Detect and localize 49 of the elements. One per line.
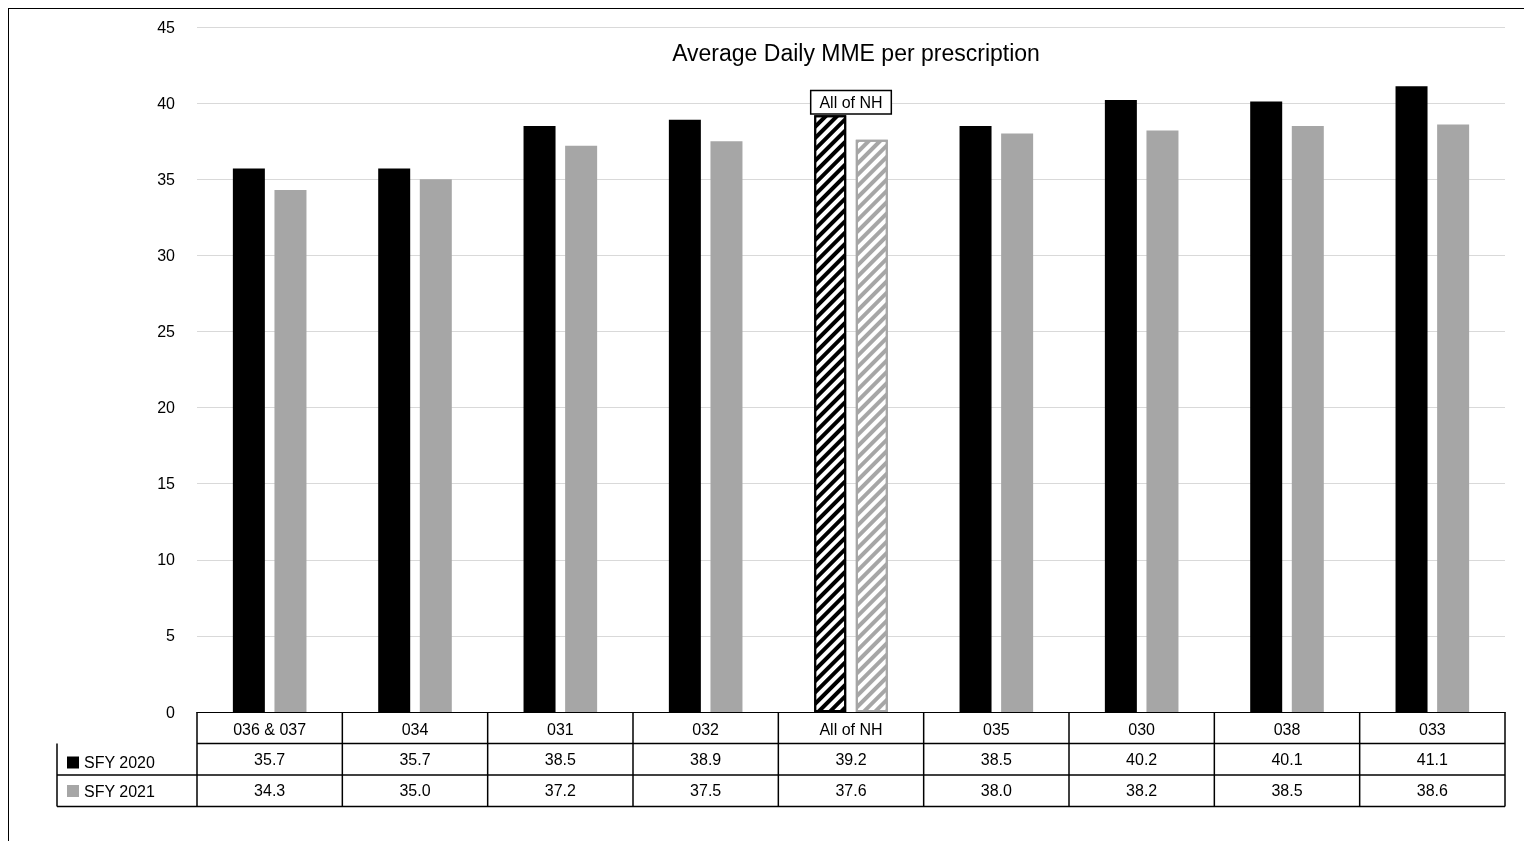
x-tick-label: 034 — [401, 720, 429, 738]
data-label: 38.5 — [1271, 782, 1303, 800]
y-tick-label: 35 — [157, 170, 176, 188]
x-tick-label: 036 & 037 — [233, 720, 307, 738]
bar — [1001, 133, 1034, 712]
data-label: 38.6 — [1416, 782, 1449, 800]
x-tick-label: 031 — [546, 720, 574, 738]
x-tick-label: 038 — [1273, 720, 1301, 738]
data-label: 37.2 — [544, 782, 577, 800]
data-label: 37.6 — [835, 782, 867, 800]
y-tick-label: 30 — [157, 246, 176, 264]
data-label: 34.3 — [254, 782, 286, 800]
legend-label: SFY 2021 — [84, 782, 155, 800]
annotation: All of NH — [819, 93, 883, 111]
data-label: 38.2 — [1126, 782, 1158, 800]
x-tick-label: 030 — [1128, 720, 1156, 738]
bar — [565, 145, 598, 712]
data-label: 39.2 — [835, 750, 867, 768]
bar — [419, 179, 452, 712]
text: Average Daily MME per prescription — [672, 39, 1040, 66]
x-tick-label: All of NH — [819, 720, 883, 738]
bar — [1291, 125, 1324, 712]
bar — [710, 141, 743, 712]
data-label: 41.1 — [1416, 750, 1449, 768]
y-tick-label: 10 — [157, 551, 176, 569]
data-label: 35.7 — [399, 750, 431, 768]
legend-label: SFY 2020 — [84, 754, 155, 771]
x-tick-label: 033 — [1418, 720, 1446, 738]
data-label: 37.5 — [690, 782, 722, 800]
y-tick-label: 20 — [157, 399, 176, 417]
data-label: 38.5 — [980, 750, 1013, 768]
y-tick-label: 40 — [157, 94, 176, 112]
y-tick-label: 25 — [157, 322, 176, 340]
y-tick-label: 15 — [157, 475, 176, 493]
bar — [1146, 130, 1179, 712]
y-tick-label: 0 — [166, 703, 176, 721]
data-label: 35.0 — [399, 782, 431, 800]
data-label: 40.2 — [1126, 750, 1158, 768]
x-tick-label: 035 — [982, 720, 1010, 738]
bar — [274, 189, 307, 712]
y-tick-label: 45 — [157, 18, 176, 36]
y-tick-label: 5 — [166, 627, 176, 645]
bar — [1437, 124, 1470, 712]
data-label: 38.9 — [690, 750, 722, 768]
data-label: 38.5 — [544, 750, 577, 768]
x-tick-label: 032 — [692, 720, 720, 738]
data-label: 38.0 — [980, 782, 1013, 800]
data-label: 40.1 — [1271, 750, 1303, 768]
data-label: 35.7 — [254, 750, 286, 768]
